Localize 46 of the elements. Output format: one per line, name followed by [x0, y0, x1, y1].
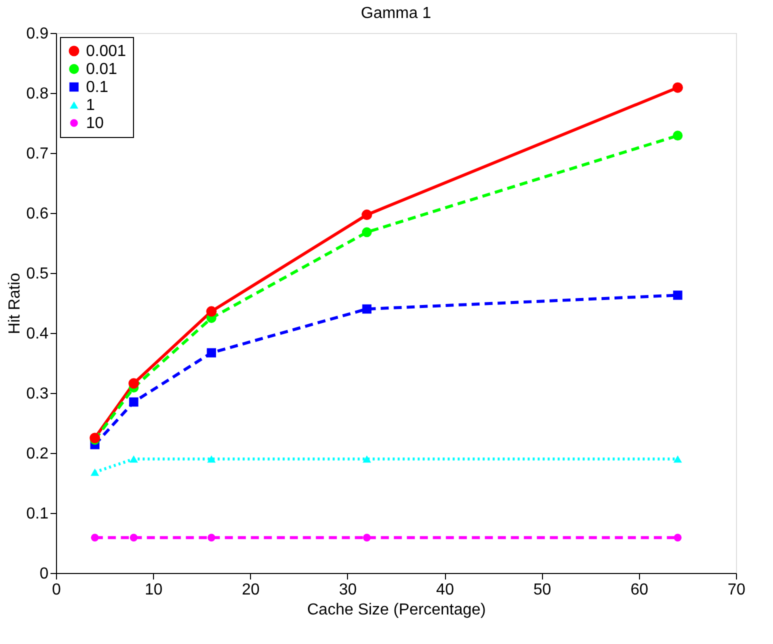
- x-tick-label: 0: [52, 582, 62, 598]
- point: [206, 348, 216, 358]
- point: [362, 304, 372, 314]
- point: [674, 534, 682, 542]
- point: [362, 227, 372, 238]
- point: [207, 455, 216, 463]
- y-tick-label: 0.9: [26, 26, 49, 42]
- point: [128, 378, 139, 389]
- legend-label: 1: [86, 97, 95, 114]
- chart-title: Gamma 1: [360, 5, 432, 22]
- point: [362, 534, 371, 542]
- y-tick-label: 0.5: [26, 266, 49, 282]
- legend-label: 0.01: [86, 61, 118, 78]
- point: [362, 455, 372, 463]
- point: [673, 455, 682, 463]
- y-tick-label: 0: [40, 566, 49, 582]
- legend-label: 0.001: [86, 43, 126, 60]
- point: [130, 534, 138, 542]
- point: [672, 130, 683, 141]
- legend-label: 10: [86, 115, 104, 132]
- point: [208, 534, 216, 542]
- y-tick-label: 0.7: [26, 146, 49, 162]
- x-tick-label: 50: [533, 582, 552, 598]
- y-tick-label: 0.3: [26, 386, 49, 402]
- point: [129, 397, 138, 407]
- y-tick-label: 0.1: [26, 506, 49, 522]
- point: [673, 290, 682, 300]
- y-axis-title: Hit Ratio: [6, 272, 24, 334]
- x-tick-label: 70: [728, 582, 746, 598]
- x-axis-title: Cache Size (Percentage): [307, 602, 486, 618]
- legend-label: 0.1: [86, 79, 108, 96]
- point: [129, 455, 138, 463]
- y-tick-label: 0.4: [26, 326, 49, 342]
- point: [672, 82, 683, 93]
- point: [362, 210, 372, 220]
- point: [90, 468, 100, 476]
- x-tick-label: 60: [630, 582, 648, 598]
- y-tick-label: 0.6: [26, 206, 49, 222]
- y-tick-label: 0.8: [26, 86, 49, 102]
- y-tick-label: 0.2: [26, 446, 49, 462]
- point: [90, 534, 99, 542]
- x-tick-label: 30: [339, 582, 357, 598]
- x-tick-label: 40: [436, 582, 454, 598]
- x-tick-label: 20: [242, 582, 260, 598]
- point: [206, 306, 217, 317]
- x-tick-label: 10: [144, 582, 163, 598]
